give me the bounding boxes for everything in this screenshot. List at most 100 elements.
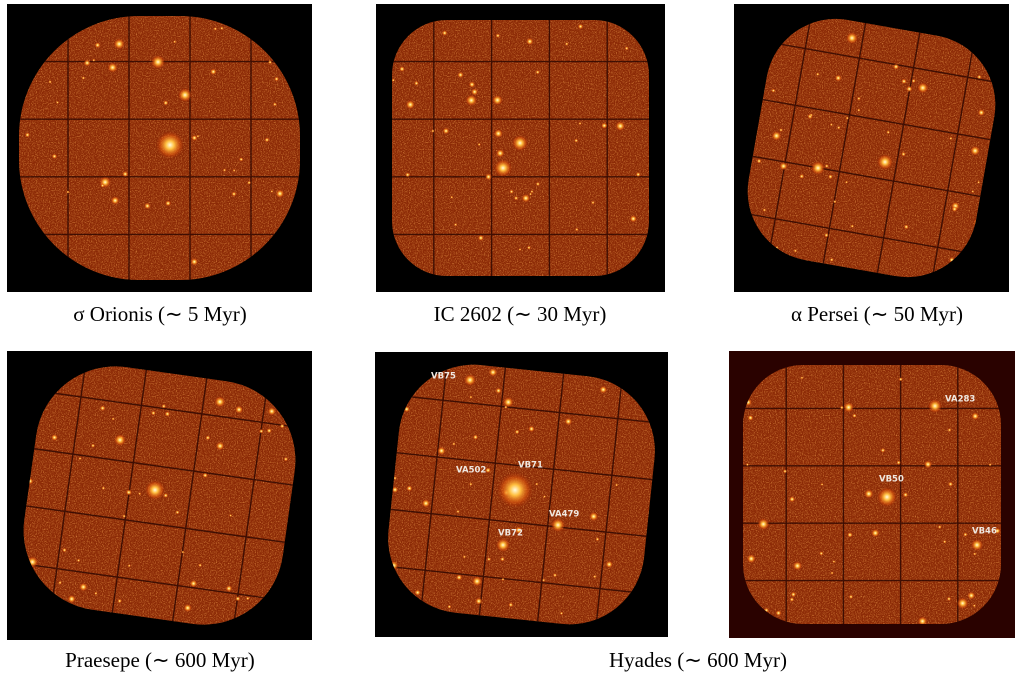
x-ray-source bbox=[560, 612, 564, 616]
x-ray-source bbox=[871, 529, 879, 537]
x-ray-source bbox=[494, 129, 503, 138]
x-ray-source bbox=[162, 404, 167, 409]
x-ray-source bbox=[948, 428, 952, 432]
x-ray-source bbox=[794, 249, 797, 252]
x-ray-source bbox=[977, 181, 980, 184]
x-ray-source bbox=[575, 228, 579, 232]
x-ray-source bbox=[229, 514, 232, 517]
x-ray-source bbox=[789, 496, 795, 502]
x-ray-source bbox=[235, 406, 243, 414]
x-ray-source bbox=[184, 604, 192, 612]
x-ray-source bbox=[526, 38, 533, 45]
x-ray-source bbox=[971, 539, 983, 551]
source-label: VB75 bbox=[431, 372, 456, 382]
x-ray-source bbox=[536, 182, 540, 186]
x-ray-source bbox=[165, 200, 171, 206]
x-ray-source bbox=[276, 189, 285, 198]
x-ray-source bbox=[565, 418, 573, 426]
x-ray-source bbox=[501, 578, 504, 581]
x-ray-source bbox=[772, 131, 782, 141]
x-ray-source bbox=[496, 33, 501, 38]
x-ray-source bbox=[747, 554, 756, 563]
x-ray-source bbox=[828, 174, 833, 179]
x-ray-source bbox=[496, 149, 505, 158]
x-ray-source bbox=[970, 146, 980, 156]
x-ray-source bbox=[196, 135, 199, 138]
x-ray-source bbox=[615, 121, 625, 131]
x-ray-source bbox=[886, 130, 890, 134]
x-ray-source bbox=[399, 66, 405, 72]
x-ray-source bbox=[746, 463, 749, 466]
x-ray-source bbox=[832, 560, 835, 563]
x-ray-source bbox=[280, 424, 285, 429]
x-ray-source bbox=[111, 196, 120, 205]
x-ray-source bbox=[270, 190, 273, 193]
x-ray-source bbox=[535, 482, 538, 485]
x-ray-source bbox=[800, 376, 803, 379]
x-ray-source bbox=[957, 597, 969, 609]
x-ray-source bbox=[779, 128, 783, 132]
figure: σ Orionis (∼ 5 Myr) IC 2602 (∼ 30 Myr) α… bbox=[0, 0, 1015, 677]
x-ray-source bbox=[190, 580, 198, 588]
x-ray-source bbox=[494, 159, 512, 177]
source-label: VB46 bbox=[972, 527, 997, 537]
x-ray-source bbox=[816, 72, 820, 76]
x-ray-source bbox=[406, 485, 412, 491]
x-ray-source bbox=[830, 123, 833, 126]
x-ray-source bbox=[775, 610, 781, 616]
x-ray-source bbox=[833, 200, 836, 203]
x-ray-source bbox=[809, 113, 812, 116]
x-ray-source bbox=[447, 605, 451, 609]
x-ray-source bbox=[231, 191, 236, 196]
x-ray-source bbox=[235, 596, 240, 601]
x-ray-source bbox=[469, 81, 475, 87]
x-ray-source bbox=[214, 27, 218, 31]
x-ray-source bbox=[114, 38, 125, 49]
x-ray-source bbox=[151, 55, 165, 69]
image-panel bbox=[688, 0, 1015, 337]
x-ray-source bbox=[406, 100, 415, 109]
x-ray-source bbox=[414, 81, 419, 86]
x-ray-source bbox=[515, 429, 520, 434]
x-ray-source bbox=[947, 597, 951, 601]
x-ray-source bbox=[128, 564, 131, 567]
x-ray-source bbox=[518, 248, 521, 251]
x-ray-source bbox=[831, 571, 834, 574]
x-ray-source bbox=[601, 122, 607, 128]
x-ray-source bbox=[821, 483, 824, 486]
x-ray-source bbox=[163, 100, 168, 105]
x-ray-source bbox=[901, 152, 906, 157]
x-ray-source bbox=[952, 206, 958, 212]
x-ray-source bbox=[527, 246, 531, 250]
source-label: VA283 bbox=[945, 395, 975, 405]
x-ray-source bbox=[522, 194, 531, 203]
x-ray-source bbox=[748, 415, 754, 421]
x-ray-source bbox=[198, 563, 202, 567]
x-ray-source bbox=[542, 578, 545, 581]
x-ray-source bbox=[392, 79, 395, 82]
x-ray-source bbox=[84, 59, 91, 66]
x-ray-source bbox=[457, 72, 463, 78]
x-ray-source bbox=[504, 405, 507, 408]
caption: Praesepe (∼ 600 Myr) bbox=[65, 648, 255, 672]
x-ray-source bbox=[25, 132, 30, 137]
x-ray-source bbox=[881, 448, 886, 453]
x-ray-source bbox=[156, 131, 184, 159]
x-ray-source bbox=[437, 447, 445, 455]
caption: IC 2602 (∼ 30 Myr) bbox=[434, 302, 607, 326]
x-ray-source bbox=[475, 598, 482, 605]
x-ray-source bbox=[77, 559, 81, 563]
x-ray-source bbox=[917, 82, 928, 93]
x-ray-source bbox=[973, 552, 976, 555]
x-ray-source bbox=[108, 62, 118, 72]
x-ray-source bbox=[790, 597, 795, 602]
x-ray-source bbox=[574, 138, 578, 142]
x-ray-source bbox=[771, 89, 775, 93]
x-ray-source bbox=[896, 460, 901, 465]
x-ray-source bbox=[591, 201, 595, 205]
x-ray-source bbox=[845, 181, 848, 184]
x-ray-source bbox=[877, 487, 897, 507]
x-ray-source bbox=[793, 561, 802, 570]
x-ray-source bbox=[246, 597, 250, 601]
